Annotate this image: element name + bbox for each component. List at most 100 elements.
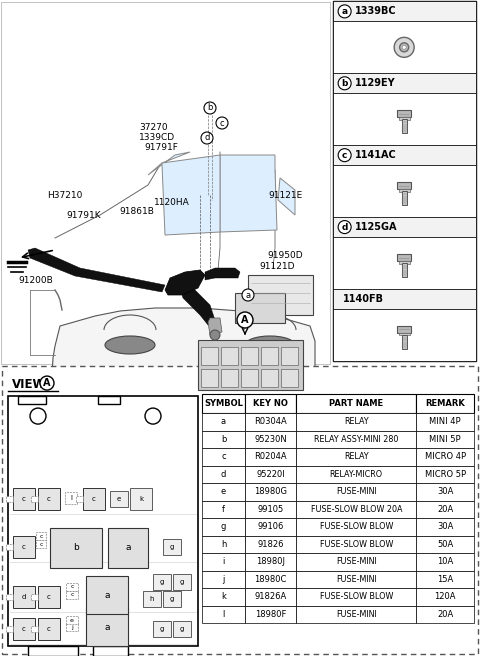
- Text: 1120HA: 1120HA: [154, 197, 189, 207]
- Bar: [6, 544, 13, 550]
- Bar: [13, 488, 35, 510]
- Text: 20A: 20A: [437, 505, 453, 514]
- Text: c: c: [22, 496, 26, 502]
- Circle shape: [338, 5, 351, 18]
- Text: 95230N: 95230N: [254, 435, 287, 444]
- Bar: [333, 73, 476, 93]
- Bar: [296, 430, 417, 448]
- Bar: [86, 608, 128, 646]
- Bar: [417, 518, 474, 535]
- Bar: [202, 553, 245, 571]
- Text: h: h: [221, 540, 226, 549]
- Bar: [296, 571, 417, 588]
- Bar: [202, 605, 245, 623]
- Bar: [202, 430, 245, 448]
- Bar: [66, 583, 78, 591]
- Bar: [221, 347, 238, 365]
- Bar: [202, 483, 245, 501]
- Text: A: A: [43, 378, 51, 388]
- Bar: [245, 605, 296, 623]
- Bar: [241, 369, 258, 387]
- Circle shape: [402, 45, 406, 49]
- Bar: [66, 591, 78, 599]
- Text: 91950D: 91950D: [268, 251, 303, 260]
- Text: FUSE-SLOW BLOW 20A: FUSE-SLOW BLOW 20A: [311, 505, 402, 514]
- Bar: [296, 518, 417, 535]
- Bar: [417, 430, 474, 448]
- Polygon shape: [165, 270, 205, 295]
- Text: 1125GA: 1125GA: [355, 222, 397, 232]
- Text: a: a: [245, 291, 251, 300]
- Text: c: c: [92, 496, 96, 502]
- Bar: [397, 326, 411, 333]
- Text: 30A: 30A: [437, 522, 454, 531]
- Text: b: b: [73, 544, 79, 552]
- Bar: [108, 528, 148, 568]
- Text: h: h: [150, 596, 154, 602]
- Bar: [417, 571, 474, 588]
- Bar: [202, 413, 245, 430]
- Bar: [245, 448, 296, 466]
- Bar: [235, 293, 285, 323]
- Text: KEY NO: KEY NO: [253, 399, 288, 408]
- Bar: [1, 2, 330, 364]
- Text: 91826: 91826: [257, 540, 284, 549]
- Bar: [202, 448, 245, 466]
- Text: 50A: 50A: [437, 540, 453, 549]
- Text: g: g: [160, 579, 164, 585]
- Bar: [31, 496, 38, 502]
- Text: b: b: [341, 79, 348, 88]
- Text: R0204A: R0204A: [254, 453, 287, 461]
- Text: RELAY: RELAY: [344, 453, 369, 461]
- Bar: [281, 347, 298, 365]
- Bar: [245, 430, 296, 448]
- Text: 1339BC: 1339BC: [355, 7, 396, 16]
- Text: 91200B: 91200B: [18, 276, 53, 285]
- Text: REMARK: REMARK: [425, 399, 465, 408]
- Circle shape: [201, 132, 213, 144]
- Bar: [36, 540, 46, 548]
- Circle shape: [394, 37, 414, 57]
- Text: d: d: [221, 470, 226, 479]
- Text: FUSE-MINI: FUSE-MINI: [336, 487, 377, 497]
- Bar: [8, 396, 198, 646]
- Text: a: a: [125, 544, 131, 552]
- Text: c: c: [221, 453, 226, 461]
- Text: c: c: [342, 151, 348, 159]
- Text: FUSE-SLOW BLOW: FUSE-SLOW BLOW: [320, 540, 393, 549]
- Text: 20A: 20A: [437, 610, 453, 619]
- Bar: [398, 333, 410, 335]
- Text: j: j: [222, 575, 225, 584]
- Bar: [38, 488, 60, 510]
- Text: A: A: [241, 315, 249, 325]
- Bar: [201, 369, 218, 387]
- Text: l: l: [222, 610, 225, 619]
- Text: MINI 4P: MINI 4P: [430, 417, 461, 426]
- Bar: [13, 586, 35, 608]
- Bar: [201, 347, 218, 365]
- Bar: [333, 289, 476, 309]
- Text: d: d: [22, 594, 26, 600]
- Bar: [397, 254, 411, 261]
- Bar: [110, 491, 128, 507]
- Text: e: e: [117, 496, 121, 502]
- Text: l: l: [70, 495, 72, 501]
- Text: 91826A: 91826A: [254, 592, 287, 602]
- Text: f: f: [222, 505, 225, 514]
- Bar: [417, 588, 474, 605]
- Text: a: a: [104, 623, 110, 632]
- Text: FUSE-MINI: FUSE-MINI: [336, 558, 377, 566]
- Text: FUSE-SLOW BLOW: FUSE-SLOW BLOW: [320, 592, 393, 602]
- Text: g: g: [221, 522, 226, 531]
- Bar: [130, 488, 152, 510]
- Bar: [417, 483, 474, 501]
- Bar: [221, 369, 238, 387]
- Circle shape: [210, 330, 220, 340]
- Polygon shape: [220, 155, 277, 232]
- Bar: [402, 191, 407, 205]
- Text: H37210: H37210: [47, 191, 83, 200]
- Bar: [245, 413, 296, 430]
- Bar: [13, 618, 35, 640]
- Bar: [417, 535, 474, 553]
- Text: MICRO 5P: MICRO 5P: [425, 470, 466, 479]
